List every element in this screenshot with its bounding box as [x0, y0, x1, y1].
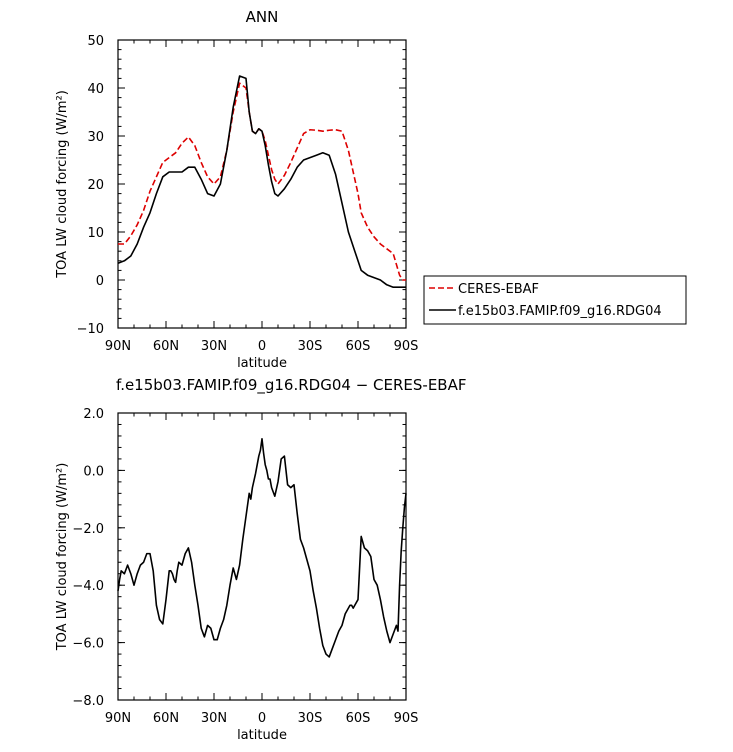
x-tick-label: 0: [258, 711, 266, 726]
x-tick-label: 60N: [153, 339, 179, 354]
y-tick-label: 40: [87, 82, 104, 97]
plot-frame: [117, 412, 407, 701]
chart-title: f.e15b03.FAMIP.f09_g16.RDG04 − CERES-EBA…: [116, 376, 466, 395]
y-axis-label: TOA LW cloud forcing (W/m²): [55, 90, 70, 279]
x-axis-label: latitude: [237, 728, 287, 743]
y-tick-label: 0.0: [83, 464, 104, 479]
series-line: [117, 438, 407, 658]
x-tick-label: 0: [258, 339, 266, 354]
y-tick-label: 30: [87, 130, 104, 145]
x-tick-label: 60S: [346, 711, 371, 726]
legend-label: f.e15b03.FAMIP.f09_g16.RDG04: [458, 304, 662, 319]
y-tick-label: −2.0: [72, 522, 104, 537]
y-tick-label: 20: [87, 178, 104, 193]
x-tick-label: 90N: [105, 711, 131, 726]
x-tick-label: 30S: [298, 711, 323, 726]
y-tick-label: 2.0: [83, 407, 104, 422]
y-tick-label: 50: [87, 34, 104, 49]
legend-label: CERES-EBAF: [458, 282, 539, 297]
y-tick-label: 0: [96, 274, 104, 289]
plot-frame: [117, 39, 407, 329]
series-line: [118, 82, 406, 281]
y-axis-label: TOA LW cloud forcing (W/m²): [55, 463, 70, 652]
x-tick-label: 90S: [394, 339, 419, 354]
y-tick-label: −4.0: [72, 579, 104, 594]
x-tick-label: 30N: [201, 339, 227, 354]
x-axis-label: latitude: [237, 356, 287, 371]
x-tick-label: 30S: [298, 339, 323, 354]
y-tick-label: 10: [87, 226, 104, 241]
x-tick-label: 60N: [153, 711, 179, 726]
x-tick-label: 90N: [105, 339, 131, 354]
x-tick-label: 90S: [394, 711, 419, 726]
x-tick-label: 60S: [346, 339, 371, 354]
y-tick-label: −8.0: [72, 694, 104, 709]
series-line: [117, 75, 406, 289]
y-tick-label: −6.0: [72, 637, 104, 652]
x-tick-label: 30N: [201, 711, 227, 726]
chart-title: ANN: [246, 8, 279, 26]
legend-box: [423, 275, 687, 325]
y-tick-label: −10: [77, 322, 104, 337]
